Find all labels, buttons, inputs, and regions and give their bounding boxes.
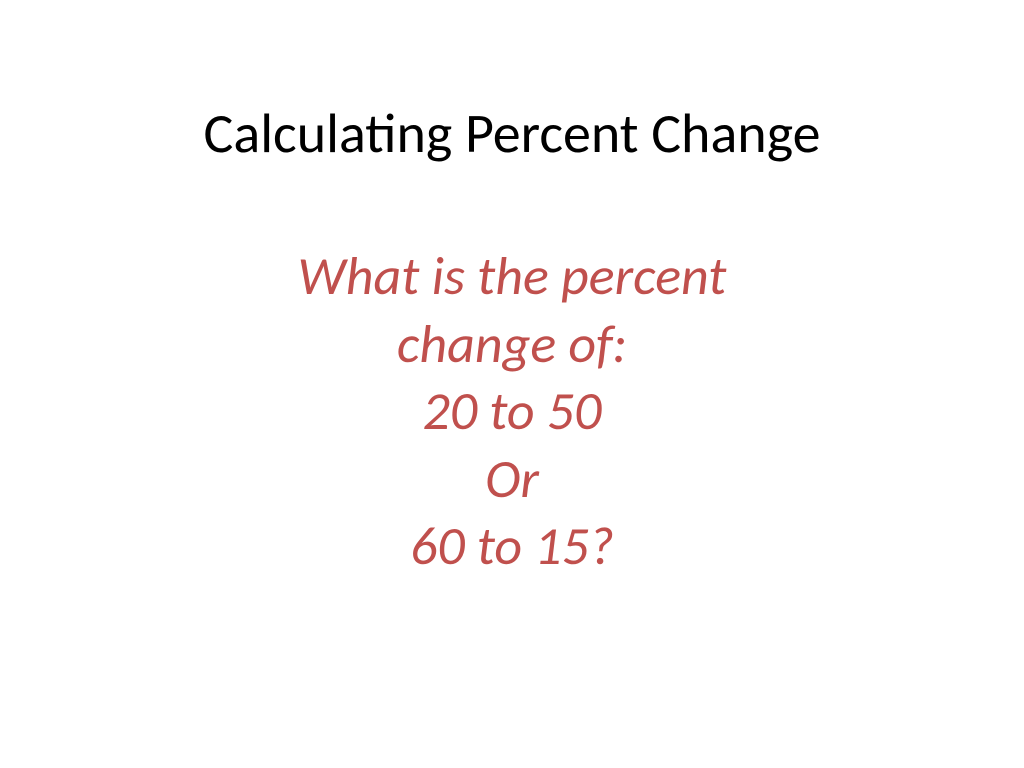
slide-title: Calculating Percent Change [204, 100, 821, 168]
subtitle-line-2: change of: [298, 311, 727, 379]
slide-subtitle: What is the percent change of: 20 to 50 … [298, 243, 727, 581]
subtitle-line-3: 20 to 50 [298, 378, 727, 446]
subtitle-line-5: 60 to 15? [298, 513, 727, 581]
subtitle-line-1: What is the percent [298, 243, 727, 311]
subtitle-line-4: Or [298, 446, 727, 514]
